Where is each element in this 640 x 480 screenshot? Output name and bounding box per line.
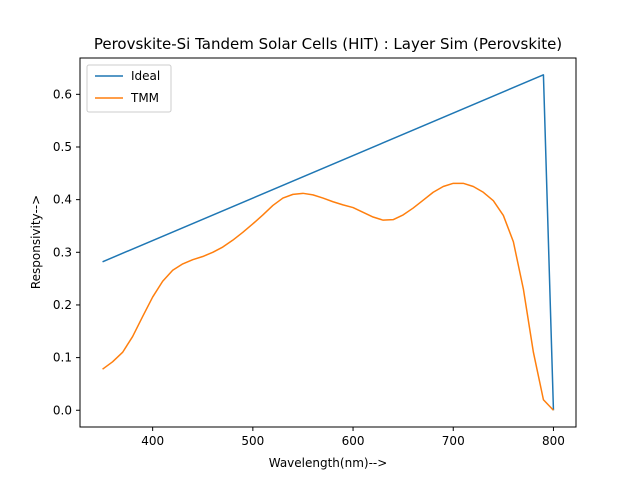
x-tick-label: 800 [542,434,565,448]
y-tick-label: 0.3 [53,245,72,259]
legend-label-tmm: TMM [130,91,159,105]
axes-frame [79,57,577,428]
y-tick-label: 0.5 [53,140,72,154]
x-tick-label: 600 [342,434,365,448]
y-tick-label: 0.4 [53,193,72,207]
legend-label-ideal: Ideal [131,69,160,83]
plot-area [102,74,555,411]
series-line-tmm [102,182,554,411]
y-tick-label: 0.2 [53,298,72,312]
x-tick-label: 400 [141,434,164,448]
y-tick-label: 0.1 [53,351,72,365]
x-tick-label: 700 [442,434,465,448]
y-axis-label: Responsivity--> [29,195,43,289]
legend: Ideal TMM [86,64,172,113]
x-tick-label: 500 [241,434,264,448]
axis-ticks: 400 500 600 700 800 0.0 0.1 0.2 0.3 0.4 0.5 0.6 [53,87,565,448]
chart-title: Perovskite-Si Tandem Solar Cells (HIT) :… [94,35,562,53]
y-tick-label: 0.0 [53,403,72,417]
y-tick-label: 0.6 [53,87,72,101]
series-line-ideal [102,74,555,411]
x-axis-label: Wavelength(nm)--> [269,456,388,470]
